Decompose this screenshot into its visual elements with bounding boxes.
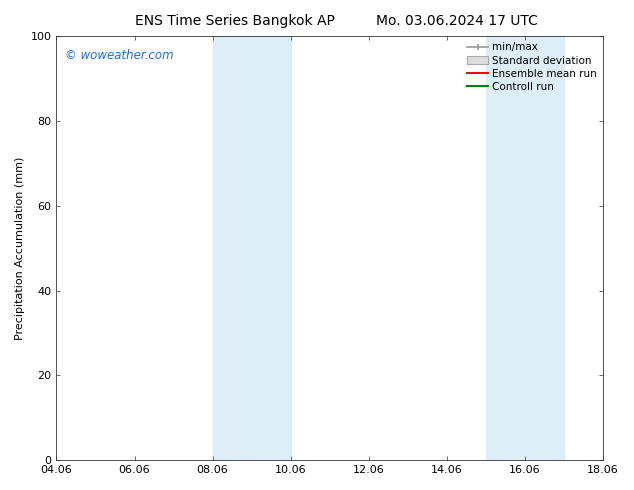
Bar xyxy=(486,36,564,460)
Text: Mo. 03.06.2024 17 UTC: Mo. 03.06.2024 17 UTC xyxy=(375,14,538,28)
Y-axis label: Precipitation Accumulation (mm): Precipitation Accumulation (mm) xyxy=(15,156,25,340)
Text: © woweather.com: © woweather.com xyxy=(65,49,173,62)
Text: ENS Time Series Bangkok AP: ENS Time Series Bangkok AP xyxy=(134,14,335,28)
Legend: min/max, Standard deviation, Ensemble mean run, Controll run: min/max, Standard deviation, Ensemble me… xyxy=(463,38,601,96)
Bar xyxy=(212,36,291,460)
